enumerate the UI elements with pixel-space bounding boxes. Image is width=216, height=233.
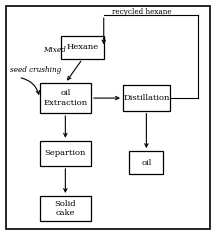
FancyBboxPatch shape bbox=[40, 83, 91, 113]
Text: oil: oil bbox=[141, 158, 152, 167]
Text: oil
Extraction: oil Extraction bbox=[43, 89, 87, 107]
Text: seed crushing: seed crushing bbox=[10, 66, 61, 75]
FancyBboxPatch shape bbox=[129, 151, 164, 174]
FancyBboxPatch shape bbox=[40, 141, 91, 166]
FancyBboxPatch shape bbox=[61, 36, 104, 59]
FancyBboxPatch shape bbox=[40, 196, 91, 221]
Text: Distillation: Distillation bbox=[123, 94, 170, 102]
FancyBboxPatch shape bbox=[123, 86, 170, 111]
Text: Solid
cake: Solid cake bbox=[55, 200, 76, 217]
FancyBboxPatch shape bbox=[6, 6, 210, 229]
Text: Separtion: Separtion bbox=[45, 149, 86, 157]
Text: Hexane: Hexane bbox=[66, 43, 98, 51]
Text: recycled hexane: recycled hexane bbox=[112, 8, 172, 16]
Text: Mixed: Mixed bbox=[43, 46, 66, 54]
